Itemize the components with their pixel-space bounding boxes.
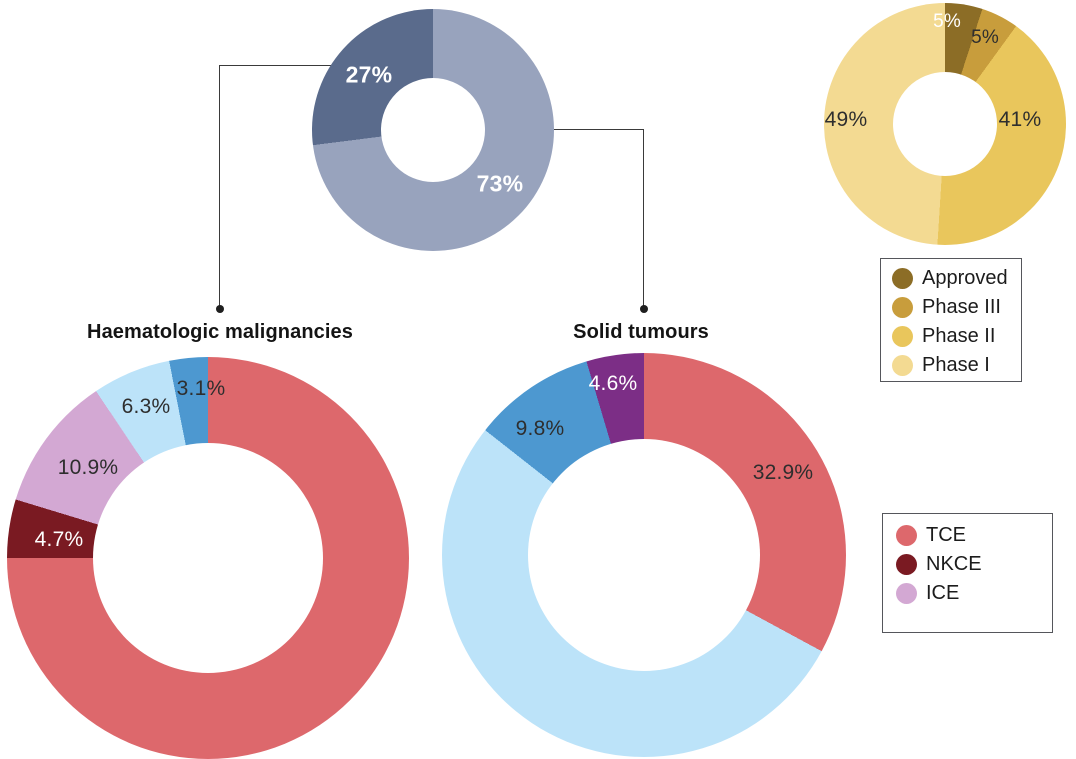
connector-haematologic-vertical — [219, 65, 221, 309]
connector-solid-horizontal — [548, 129, 643, 131]
legend-label-phase-2: Phase II — [922, 325, 996, 347]
legend-item-phase-2: Phase II — [892, 322, 1021, 351]
donut-hole — [528, 439, 760, 671]
solid-tumours-donut — [442, 353, 846, 757]
tumour-type-split-donut — [312, 9, 554, 251]
connector-haematologic-dot — [216, 305, 224, 313]
legend-item-tce: TCE — [896, 521, 1052, 550]
connector-solid-dot — [640, 305, 648, 313]
connector-haematologic-horizontal — [219, 65, 340, 67]
phase-3-swatch-icon — [892, 297, 913, 318]
clinical-phase-donut — [824, 3, 1066, 245]
phase-1-swatch-icon — [892, 355, 913, 376]
haematologic-title: Haematologic malignancies — [87, 321, 353, 343]
legend-item-phase-1: Phase I — [892, 351, 1021, 380]
donut-hole — [381, 78, 485, 182]
ice-swatch-icon — [896, 583, 917, 604]
approved-swatch-icon — [892, 268, 913, 289]
legend-label-phase-3: Phase III — [922, 296, 1001, 318]
legend-item-ice: ICE — [896, 579, 1052, 608]
solid-tumours-title: Solid tumours — [573, 321, 709, 343]
legend-item-approved: Approved — [892, 264, 1021, 293]
donut-hole — [893, 72, 997, 176]
tce-swatch-icon — [896, 525, 917, 546]
legend-label-nkce: NKCE — [926, 553, 982, 575]
legend-item-phase-3: Phase III — [892, 293, 1021, 322]
donut-hole — [93, 443, 323, 673]
legend-item-nkce: NKCE — [896, 550, 1052, 579]
legend-label-phase-1: Phase I — [922, 354, 990, 376]
connector-solid-vertical — [643, 129, 645, 309]
phase-2-swatch-icon — [892, 326, 913, 347]
modality-legend: TCE NKCE ICE — [882, 513, 1053, 633]
phase-legend: Approved Phase III Phase II Phase I — [880, 258, 1022, 382]
legend-label-approved: Approved — [922, 267, 1008, 289]
legend-label-tce: TCE — [926, 524, 966, 546]
legend-label-ice: ICE — [926, 582, 960, 604]
haematologic-malignancies-donut — [7, 357, 409, 759]
nkce-swatch-icon — [896, 554, 917, 575]
